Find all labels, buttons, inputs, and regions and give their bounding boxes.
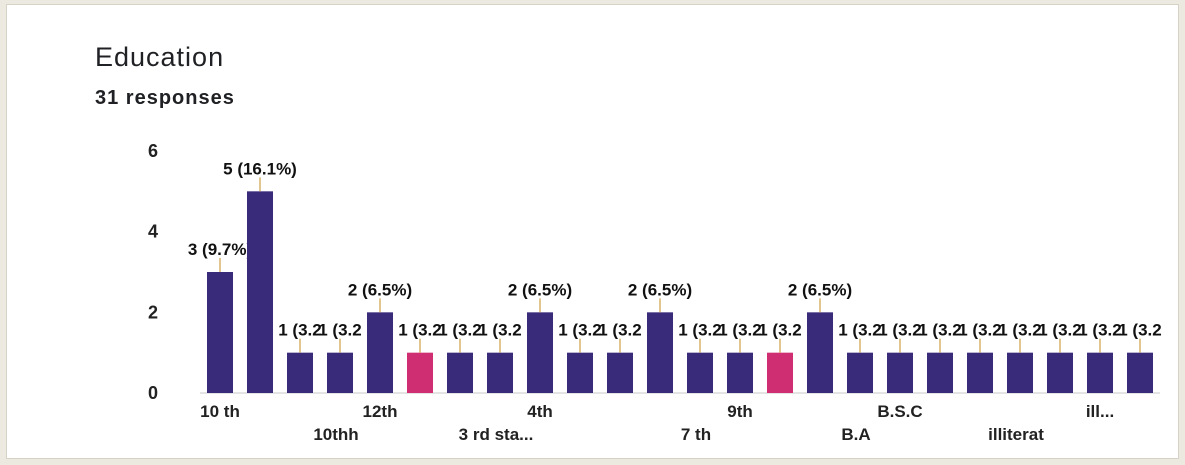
bar-data-label: 1 (3.2: [1078, 321, 1121, 340]
x-category-label: ill...: [1086, 402, 1114, 421]
bar: [487, 352, 513, 393]
bar: [1087, 352, 1113, 393]
bar-data-label: 1 (3.2: [278, 321, 321, 340]
bar-data-label: 2 (6.5%): [508, 280, 572, 299]
x-category-label: B.S.C: [877, 402, 922, 421]
bar: [1127, 352, 1153, 393]
bar: [607, 352, 633, 393]
bar-data-label: 5 (16.1%): [223, 159, 297, 178]
bar-data-label: 2 (6.5%): [788, 280, 852, 299]
bar-data-label: 1 (3.2: [918, 321, 961, 340]
x-category-label: B.A: [841, 425, 870, 444]
bar-data-label: 1 (3.2: [318, 321, 361, 340]
bar: [647, 312, 673, 393]
bar-data-label: 3 (9.7%): [188, 240, 252, 259]
bar-data-label: 1 (3.2: [398, 321, 441, 340]
bar: [1007, 352, 1033, 393]
bar-data-label: 1 (3.2: [998, 321, 1041, 340]
x-category-label: 12th: [363, 402, 398, 421]
bar: [567, 352, 593, 393]
bar: [967, 352, 993, 393]
bar: [887, 352, 913, 393]
response-count: 31 responses: [95, 87, 235, 109]
bar: [287, 352, 313, 393]
bar-data-label: 1 (3.2: [958, 321, 1001, 340]
bar: [927, 352, 953, 393]
bar: [407, 352, 433, 393]
y-tick-label: 0: [148, 383, 158, 403]
bar-data-label: 1 (3.2: [1118, 321, 1161, 340]
bar: [767, 352, 793, 393]
x-category-label: 4th: [527, 402, 553, 421]
bar: [447, 352, 473, 393]
bar-data-label: 1 (3.2: [478, 321, 521, 340]
bar: [687, 352, 713, 393]
bar-data-label: 1 (3.2: [758, 321, 801, 340]
bar-data-label: 1 (3.2: [438, 321, 481, 340]
y-tick-label: 4: [148, 222, 158, 242]
bar-data-label: 1 (3.2: [1038, 321, 1081, 340]
bar: [847, 352, 873, 393]
x-category-label: 9th: [727, 402, 753, 421]
x-category-label: 3 rd sta...: [459, 425, 534, 444]
question-title: Education: [95, 42, 225, 72]
bar: [207, 272, 233, 393]
bar-data-label: 1 (3.2: [838, 321, 881, 340]
bar: [727, 352, 753, 393]
bar: [327, 352, 353, 393]
bar: [367, 312, 393, 393]
bar: [807, 312, 833, 393]
y-tick-label: 2: [148, 302, 158, 322]
x-category-label: 10 th: [200, 402, 240, 421]
bar-data-label: 1 (3.2: [718, 321, 761, 340]
bar-data-label: 2 (6.5%): [348, 280, 412, 299]
y-tick-label: 6: [148, 141, 158, 161]
bar: [1047, 352, 1073, 393]
bar-data-label: 1 (3.2: [558, 321, 601, 340]
bar-data-label: 2 (6.5%): [628, 280, 692, 299]
x-category-label: 10thh: [313, 425, 358, 444]
bar: [527, 312, 553, 393]
bar-data-label: 1 (3.2: [678, 321, 721, 340]
bar-data-label: 1 (3.2: [878, 321, 921, 340]
bar-data-label: 1 (3.2: [598, 321, 641, 340]
x-category-label: illiterat: [988, 425, 1044, 444]
bar: [247, 191, 273, 393]
x-category-label: 7 th: [681, 425, 711, 444]
